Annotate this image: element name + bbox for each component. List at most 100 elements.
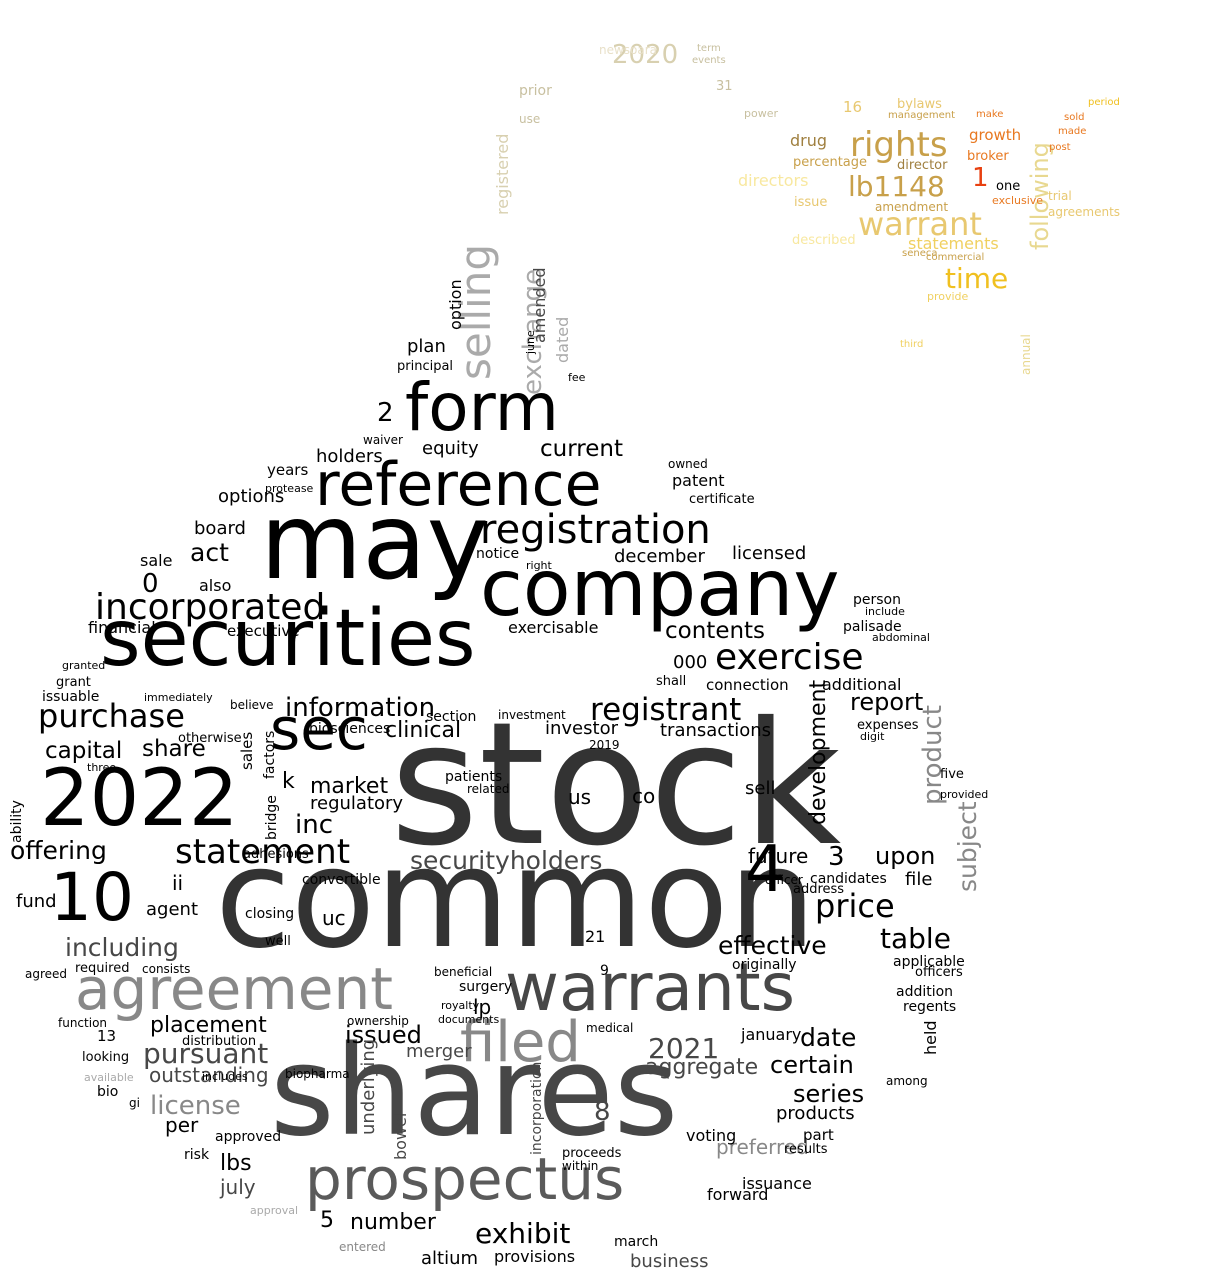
word-three: three bbox=[87, 761, 117, 774]
word-waiver: waiver bbox=[363, 433, 403, 447]
word-include: include bbox=[865, 605, 905, 618]
word-us: us bbox=[568, 785, 592, 809]
word-filed: filed bbox=[460, 1010, 581, 1075]
word-sell: sell bbox=[745, 778, 776, 799]
word-bio: bio bbox=[97, 1084, 119, 1100]
word-protease: protease bbox=[265, 482, 314, 495]
word-required: required bbox=[75, 961, 130, 976]
word-underlying: underlying bbox=[358, 1038, 379, 1135]
word-percentage: percentage bbox=[793, 155, 868, 170]
word-exercise: exercise bbox=[715, 637, 864, 678]
word-years: years bbox=[267, 461, 309, 479]
word-lbs: lbs bbox=[220, 1151, 252, 1176]
word-principal: principal bbox=[397, 359, 454, 374]
word-2021: 2021 bbox=[648, 1032, 720, 1065]
word-subject: subject bbox=[953, 801, 982, 892]
word-broker: broker bbox=[967, 149, 1009, 164]
word-granted: granted bbox=[62, 659, 106, 672]
word-aggregate: aggregate bbox=[645, 1055, 759, 1080]
word-royalty: royalty bbox=[441, 999, 480, 1012]
word-exclusive: exclusive bbox=[992, 194, 1044, 207]
word-16: 16 bbox=[843, 98, 863, 116]
word-power: power bbox=[744, 107, 778, 120]
word-believe: believe bbox=[230, 698, 274, 712]
word-prospectus: prospectus bbox=[305, 1145, 625, 1213]
word-certain: certain bbox=[770, 1051, 854, 1079]
word-connection: connection bbox=[706, 676, 789, 694]
word-sales: sales bbox=[238, 731, 256, 770]
word-events: events bbox=[692, 55, 726, 66]
word-function: function bbox=[58, 1016, 108, 1030]
word-factors: factors bbox=[262, 730, 278, 779]
word-21: 21 bbox=[585, 927, 606, 946]
word-issuance: issuance bbox=[742, 1174, 812, 1193]
word-held: held bbox=[921, 1020, 940, 1055]
word-capital: capital bbox=[45, 738, 123, 764]
word-altium: altium bbox=[421, 1248, 479, 1269]
word-regulatory: regulatory bbox=[310, 793, 404, 814]
word-equity: equity bbox=[422, 438, 479, 459]
word-agent: agent bbox=[146, 899, 198, 920]
word-described: described bbox=[792, 233, 856, 248]
word-bridge: bridge bbox=[264, 795, 280, 840]
word-registrant: registrant bbox=[590, 692, 742, 728]
word-future: future bbox=[748, 844, 809, 868]
word-company: company bbox=[480, 544, 840, 634]
word-available: available bbox=[84, 1071, 134, 1084]
word-executive: executive bbox=[227, 622, 300, 640]
word-13: 13 bbox=[97, 1027, 117, 1045]
word-annual: annual bbox=[1019, 334, 1033, 375]
word-1: 1 bbox=[972, 163, 989, 193]
word-approval: approval bbox=[250, 1204, 299, 1217]
word-co: co bbox=[632, 784, 656, 808]
word-rights: rights bbox=[850, 125, 948, 165]
word-section: section bbox=[426, 709, 477, 725]
word-distribution: distribution bbox=[182, 1034, 257, 1049]
word-fee: fee bbox=[568, 371, 586, 384]
word-documents: documents bbox=[438, 1013, 500, 1026]
word-post: post bbox=[1049, 142, 1071, 153]
word-otherwise: otherwise bbox=[178, 731, 242, 746]
word-agreements: agreements bbox=[1048, 205, 1121, 219]
word-8: 8 bbox=[594, 1097, 611, 1127]
word-0: 0 bbox=[142, 569, 159, 599]
word-incorporated: incorporated bbox=[95, 587, 326, 628]
word-provide: provide bbox=[927, 290, 969, 303]
word-part: part bbox=[803, 1126, 834, 1144]
word-4: 4 bbox=[745, 833, 786, 907]
word-incorporation: incorporation bbox=[529, 1061, 545, 1155]
word-additional: additional bbox=[822, 675, 902, 694]
word-also: also bbox=[199, 576, 232, 595]
word-31: 31 bbox=[716, 79, 733, 94]
word-shall: shall bbox=[656, 674, 687, 689]
word-financial: financial bbox=[88, 618, 156, 637]
word-2022: 2022 bbox=[40, 754, 239, 844]
word-warrant: warrant bbox=[858, 205, 982, 243]
word-period: period bbox=[1088, 97, 1120, 108]
word-growth: growth bbox=[969, 126, 1022, 144]
word-securityholders: securityholders bbox=[410, 846, 603, 875]
word-well: well bbox=[265, 934, 291, 949]
word-report: report bbox=[850, 688, 924, 716]
word-contents: contents bbox=[665, 618, 766, 644]
word-bylaws: bylaws bbox=[897, 97, 942, 112]
word-bowel: bowel bbox=[391, 1112, 410, 1160]
word-2: 2 bbox=[377, 398, 394, 428]
word-registration: registration bbox=[480, 507, 711, 553]
word-provisions: provisions bbox=[494, 1247, 576, 1266]
word-effective: effective bbox=[718, 931, 827, 960]
word-placement: placement bbox=[150, 1013, 267, 1038]
word-stock: stock bbox=[390, 686, 842, 884]
word-file: file bbox=[905, 869, 933, 890]
word-series: series bbox=[793, 1080, 865, 1108]
word-applicable: applicable bbox=[893, 954, 965, 970]
word-risk: risk bbox=[184, 1147, 210, 1163]
word-per: per bbox=[165, 1113, 199, 1137]
word-newsoara: newsoara bbox=[599, 43, 658, 57]
word-statement: statement bbox=[175, 832, 351, 872]
word-within: within bbox=[562, 1159, 599, 1173]
word-issued: issued bbox=[345, 1021, 422, 1049]
word-issue: issue bbox=[794, 195, 828, 210]
word-2019: 2019 bbox=[589, 738, 620, 752]
word-statements: statements bbox=[908, 234, 999, 253]
